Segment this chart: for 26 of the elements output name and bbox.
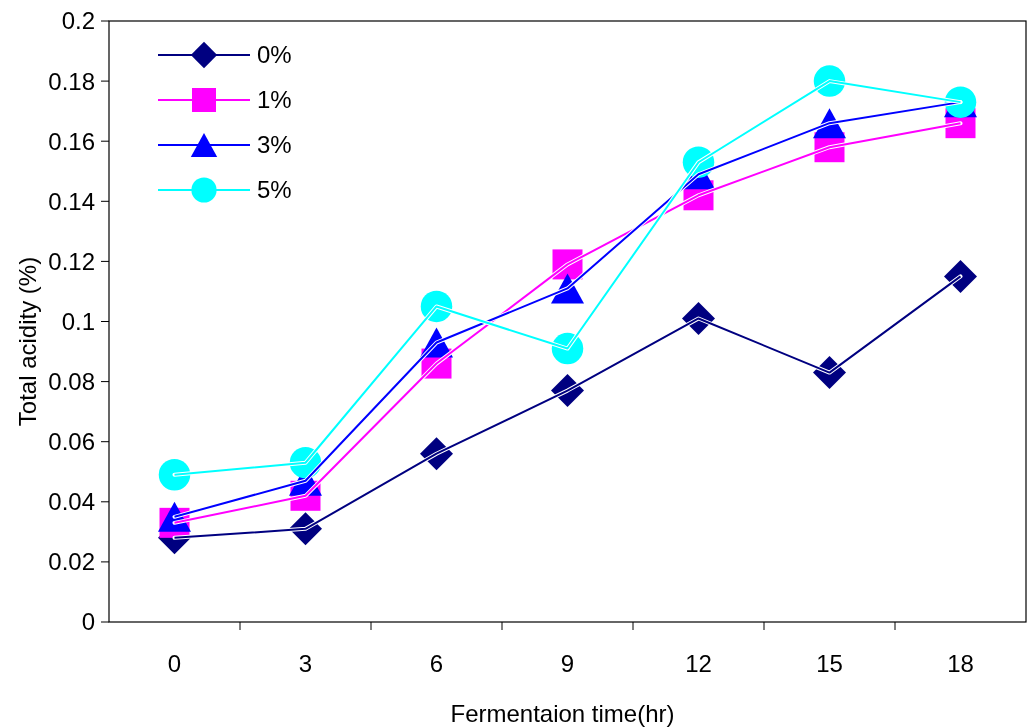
point xyxy=(944,259,977,293)
legend-label: 0% xyxy=(257,41,292,69)
x-tick-label: 0 xyxy=(167,650,182,677)
y-tick-label: 0.12 xyxy=(48,247,95,275)
y-tick-label: 0.2 xyxy=(61,7,95,35)
y-axis-title: Total acidity (%) xyxy=(14,256,41,427)
y-tick-label: 0.06 xyxy=(48,428,95,456)
x-tick-label: 9 xyxy=(560,650,575,677)
x-tick-label: 15 xyxy=(816,650,843,677)
x-tick-label: 18 xyxy=(947,650,974,677)
legend-label: 1% xyxy=(257,86,292,114)
x-tick-label: 6 xyxy=(429,650,444,677)
x-tick-label: 12 xyxy=(685,650,712,677)
y-tick-label: 0.04 xyxy=(48,488,95,516)
y-tick-label: 0.08 xyxy=(48,368,95,395)
y-tick-label: 0.14 xyxy=(48,187,95,215)
x-axis-title: Fermentaion time(hr) xyxy=(450,700,675,727)
y-tick-label: 0.16 xyxy=(48,127,95,155)
legend-label: 3% xyxy=(257,131,292,159)
point xyxy=(158,459,191,491)
y-tick-label: 0 xyxy=(81,608,95,636)
y-tick-label: 0.1 xyxy=(61,307,95,335)
y-tick-label: 0.18 xyxy=(48,67,95,95)
legend-label: 5% xyxy=(257,176,292,204)
x-tick-label: 3 xyxy=(298,650,313,677)
y-tick-label: 0.02 xyxy=(48,548,95,576)
